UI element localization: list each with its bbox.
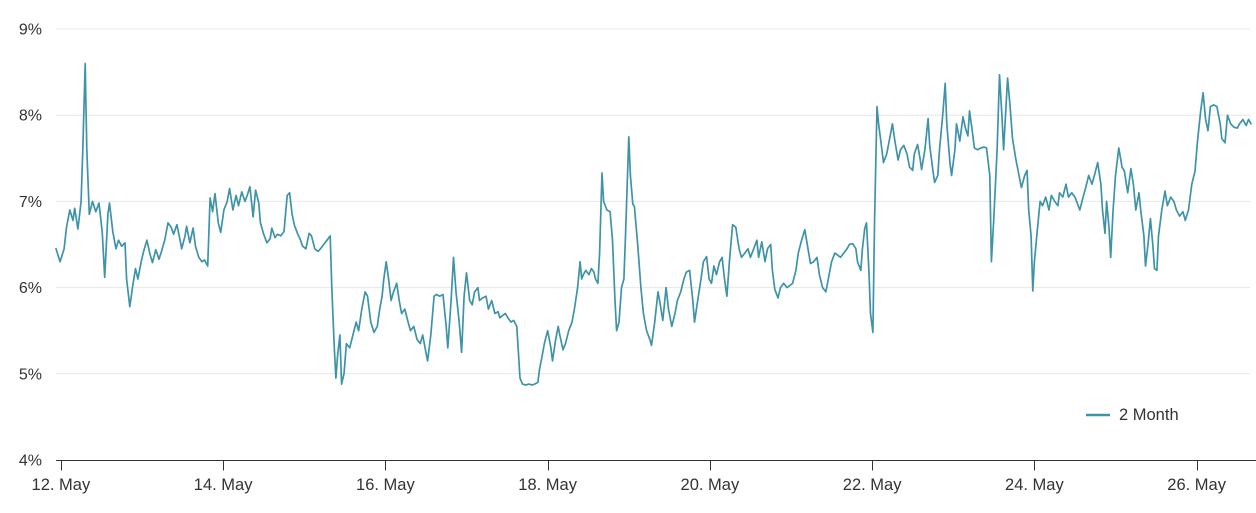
legend-label: 2 Month <box>1119 406 1179 424</box>
x-axis-label: 20. May <box>681 476 740 494</box>
y-axis-label: 9% <box>19 22 42 39</box>
x-axis-label: 16. May <box>356 476 415 494</box>
series-line-2-month[interactable] <box>55 62 1252 386</box>
x-axis-label: 14. May <box>194 476 253 494</box>
y-axis-label: 8% <box>19 108 42 125</box>
y-axis-label: 4% <box>19 453 42 470</box>
y-axis-label: 7% <box>19 194 42 211</box>
y-axis-label: 5% <box>19 366 42 383</box>
x-axis-label: 18. May <box>518 476 577 494</box>
x-axis-label: 22. May <box>843 476 902 494</box>
legend-item-2-month[interactable]: 2 Month <box>1086 404 1179 426</box>
y-axis-label: 6% <box>19 280 42 297</box>
x-axis-label: 26. May <box>1167 476 1226 494</box>
x-axis-label: 24. May <box>1005 476 1064 494</box>
legend-line-icon <box>1086 413 1110 417</box>
x-axis-label: 12. May <box>32 476 91 494</box>
